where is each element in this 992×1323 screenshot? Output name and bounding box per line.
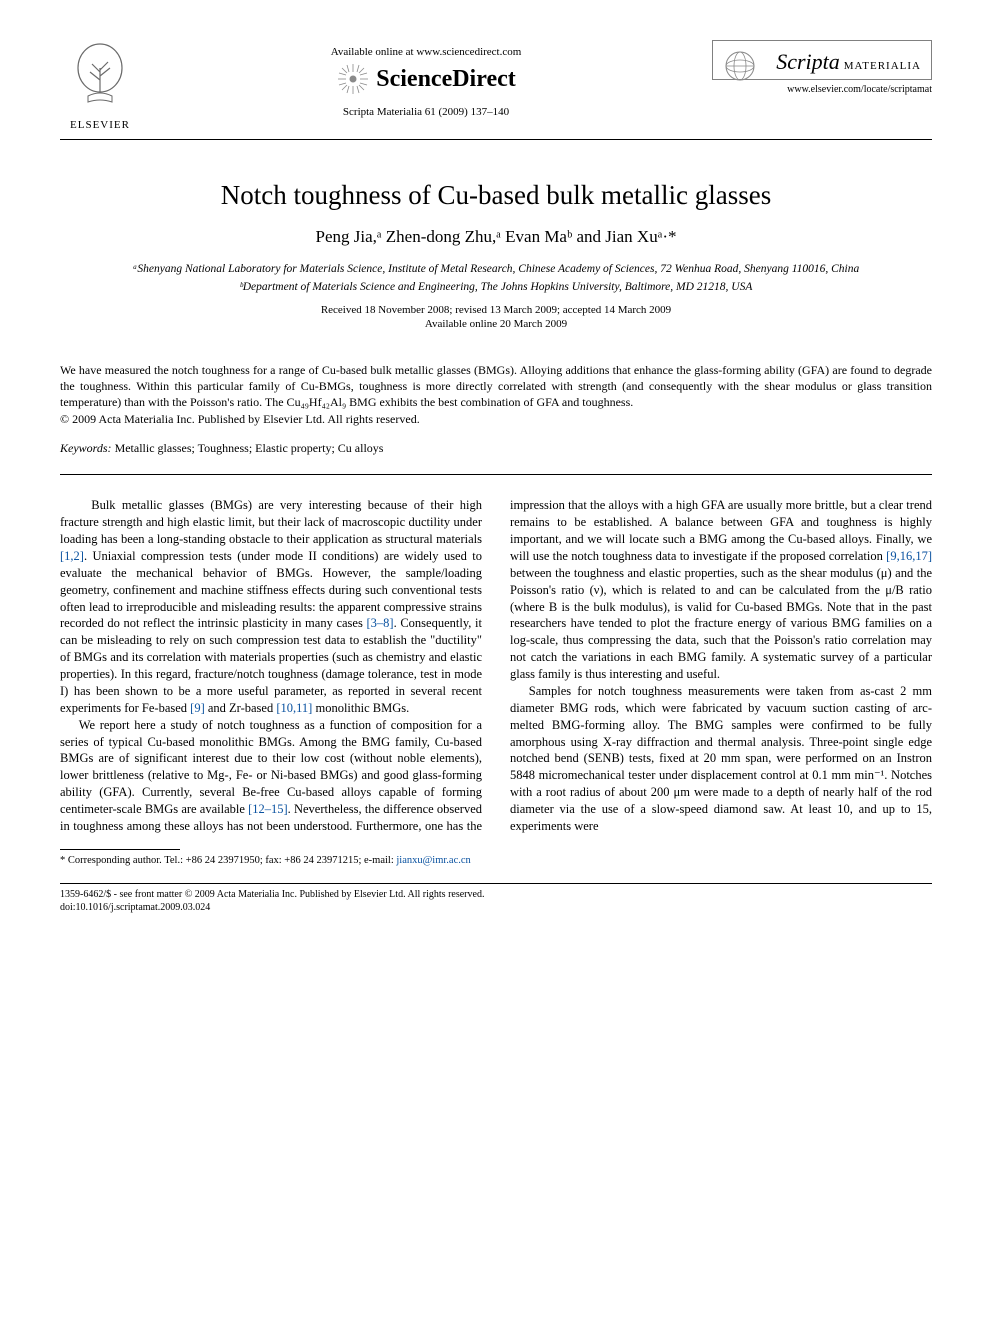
affiliation-b: ᵇDepartment of Materials Science and Eng…: [60, 279, 932, 295]
journal-box-wrapper: Scripta MATERIALIA www.elsevier.com/loca…: [712, 40, 932, 95]
globe-icon: [723, 49, 757, 83]
body-p3: Samples for notch toughness measurements…: [510, 683, 932, 835]
keywords-text: Metallic glasses; Toughness; Elastic pro…: [112, 441, 384, 455]
journal-url: www.elsevier.com/locate/scriptamat: [712, 84, 932, 95]
received-date: Received 18 November 2008; revised 13 Ma…: [60, 303, 932, 317]
footer-text: 1359-6462/$ - see front matter © 2009 Ac…: [60, 888, 932, 914]
sciencedirect-burst-icon: [336, 62, 370, 96]
authors: Peng Jia,ᵃ Zhen-dong Zhu,ᵃ Evan Maᵇ and …: [60, 227, 932, 247]
abstract-copyright: © 2009 Acta Materialia Inc. Published by…: [60, 412, 932, 427]
author-list: Peng Jia,ᵃ Zhen-dong Zhu,ᵃ Evan Maᵇ and …: [315, 227, 676, 246]
abstract-rule: [60, 474, 932, 475]
header-rule: [60, 139, 932, 140]
citation-ref[interactable]: [10,11]: [276, 701, 312, 715]
available-date: Available online 20 March 2009: [60, 317, 932, 331]
keywords-label: Keywords:: [60, 441, 112, 455]
affiliation-a: ᵃShenyang National Laboratory for Materi…: [60, 261, 932, 277]
email-link[interactable]: jianxu@imr.ac.cn: [396, 855, 470, 866]
journal-box: Scripta MATERIALIA: [712, 40, 932, 80]
journal-name-italic: Scripta: [776, 49, 840, 74]
journal-name-caps: MATERIALIA: [844, 60, 921, 72]
elsevier-logo: ELSEVIER: [60, 40, 140, 131]
available-online-text: Available online at www.sciencedirect.co…: [140, 46, 712, 58]
citation-ref[interactable]: [3–8]: [366, 616, 393, 630]
article-title: Notch toughness of Cu-based bulk metalli…: [60, 180, 932, 211]
elsevier-label: ELSEVIER: [60, 119, 140, 131]
sciencedirect-logo: ScienceDirect: [140, 62, 712, 96]
footer-copyright: 1359-6462/$ - see front matter © 2009 Ac…: [60, 888, 932, 901]
abstract: We have measured the notch toughness for…: [60, 362, 932, 411]
footnote-text: * Corresponding author. Tel.: +86 24 239…: [60, 855, 396, 866]
body-p1: Bulk metallic glasses (BMGs) are very in…: [60, 497, 482, 716]
citation-ref[interactable]: [9]: [190, 701, 205, 715]
citation-ref[interactable]: [1,2]: [60, 549, 84, 563]
sciencedirect-text: ScienceDirect: [376, 66, 516, 93]
elsevier-tree-icon: [70, 40, 130, 110]
footnote-rule: [60, 849, 180, 850]
citation-ref[interactable]: [12–15]: [248, 802, 288, 816]
corresponding-author-footnote: * Corresponding author. Tel.: +86 24 239…: [60, 854, 932, 868]
citation-text: Scripta Materialia 61 (2009) 137–140: [140, 106, 712, 118]
keywords: Keywords: Metallic glasses; Toughness; E…: [60, 441, 932, 456]
citation-ref[interactable]: [9,16,17]: [886, 549, 932, 563]
page-header: ELSEVIER Available online at www.science…: [60, 40, 932, 131]
header-center: Available online at www.sciencedirect.co…: [140, 40, 712, 118]
article-dates: Received 18 November 2008; revised 13 Ma…: [60, 303, 932, 332]
footer-rule: [60, 883, 932, 884]
footer-doi: doi:10.1016/j.scriptamat.2009.03.024: [60, 901, 932, 914]
body-text: Bulk metallic glasses (BMGs) are very in…: [60, 497, 932, 835]
